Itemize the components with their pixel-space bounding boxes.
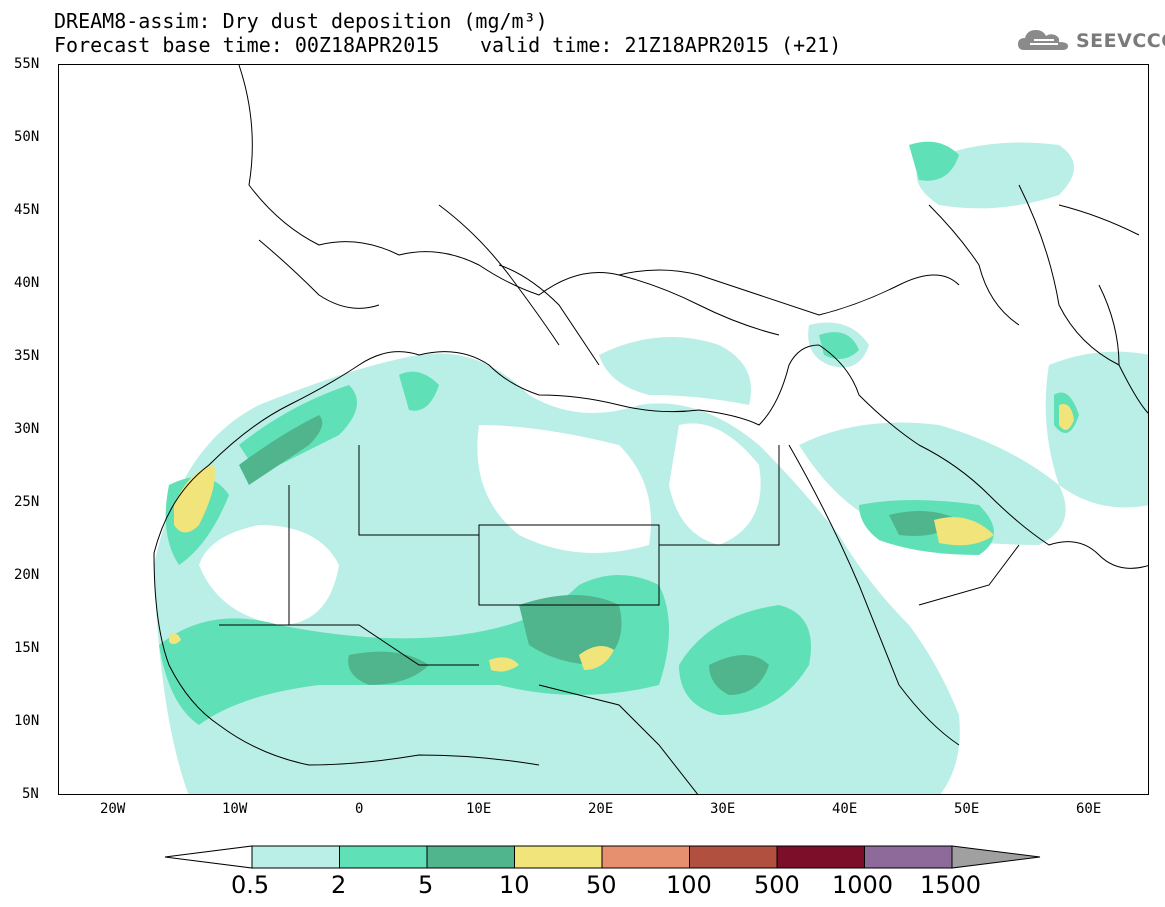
colorbar-label: 100 — [666, 871, 712, 899]
lon-label: 10W — [222, 801, 248, 817]
colorbar-box — [601, 845, 690, 869]
seevccc-logo: SEEVCCC — [1016, 24, 1165, 58]
colorbar-box — [864, 845, 953, 869]
cloud-logo-icon — [1018, 30, 1068, 50]
logo-text: SEEVCCC — [1076, 30, 1165, 52]
colorbar-box — [339, 845, 428, 869]
lat-label: 5N — [22, 786, 39, 802]
colorbar-box — [514, 845, 603, 869]
lat-label: 10N — [14, 713, 40, 729]
lon-label: 60E — [1076, 801, 1102, 817]
colorbar-box — [251, 845, 340, 869]
lat-label: 20N — [14, 567, 40, 583]
lon-label: 20W — [100, 801, 126, 817]
colorbar-label: 1000 — [832, 871, 894, 899]
lon-label: 0 — [355, 801, 364, 817]
colorbar-label: 5 — [418, 871, 434, 899]
colorbar-label: 10 — [499, 871, 530, 899]
lon-label: 20E — [588, 801, 614, 817]
colorbar-label: 1500 — [920, 871, 982, 899]
map-title: DREAM8-assim: Dry dust deposition (mg/m³… — [54, 9, 548, 33]
colorbar-box — [689, 845, 778, 869]
colorbar-under-arrow — [164, 845, 253, 869]
coastlines — [153, 65, 1148, 794]
forecast-base-time: Forecast base time: 00Z18APR2015 — [54, 33, 440, 57]
colorbar-label: 500 — [754, 871, 800, 899]
lat-label: 40N — [14, 275, 40, 291]
colorbar-label: 50 — [586, 871, 617, 899]
lat-label: 45N — [14, 202, 40, 218]
colorbar-box — [426, 845, 515, 869]
lat-label: 15N — [14, 640, 40, 656]
map-svg — [153, 65, 1148, 794]
lat-label: 35N — [14, 348, 40, 364]
lat-label: 25N — [14, 494, 40, 510]
lat-label: 55N — [14, 56, 40, 72]
dust-deposition-map — [58, 64, 1149, 795]
lat-label: 50N — [14, 129, 40, 145]
valid-time: valid time: 21Z18APR2015 (+21) — [480, 33, 842, 57]
colorbar-box — [776, 845, 865, 869]
colorbar-label: 2 — [331, 871, 347, 899]
colorbar-svg — [164, 845, 1041, 869]
lon-label: 40E — [832, 801, 858, 817]
lat-label: 30N — [14, 421, 40, 437]
lon-label: 10E — [466, 801, 492, 817]
dust-fields — [154, 141, 1148, 794]
colorbar-label: 0.5 — [231, 871, 270, 899]
lon-label: 30E — [710, 801, 736, 817]
colorbar-over-arrow — [951, 845, 1041, 869]
lon-label: 50E — [954, 801, 980, 817]
